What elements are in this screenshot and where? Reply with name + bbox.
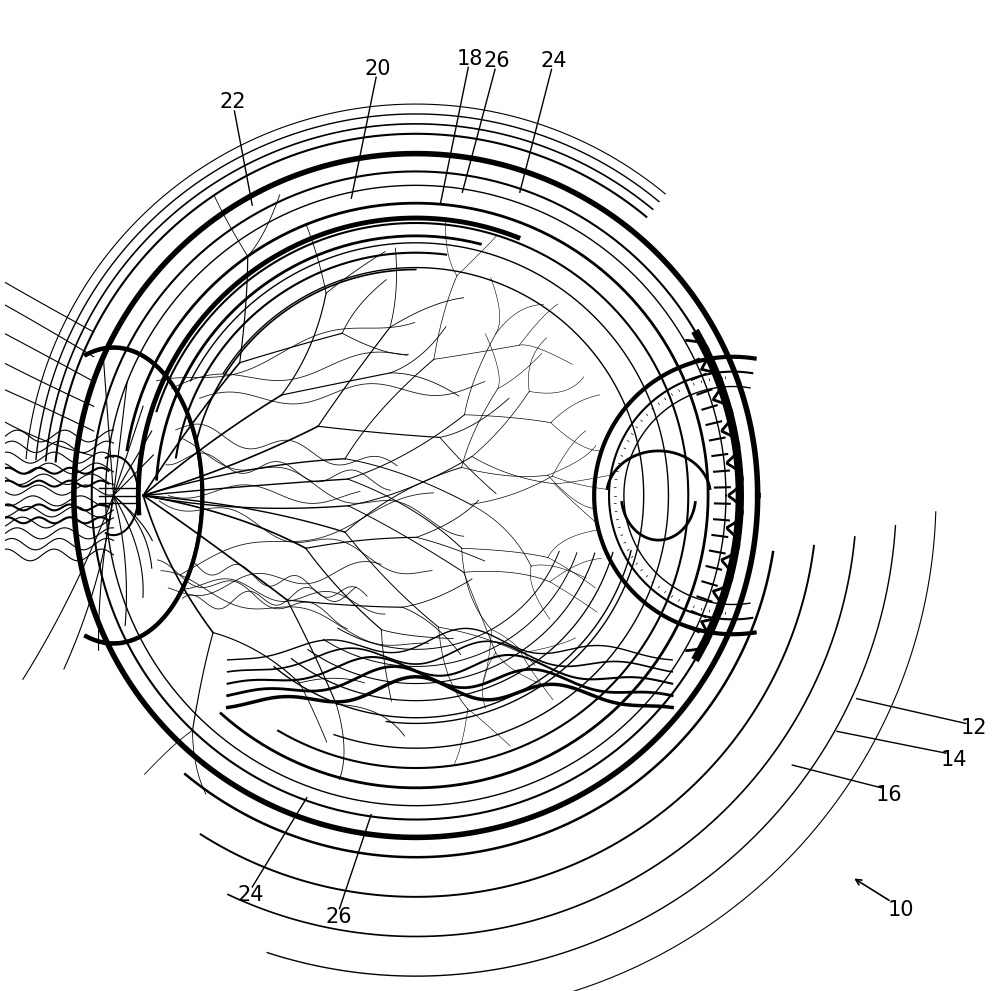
Text: 22: 22 [219, 92, 246, 112]
Text: 26: 26 [484, 52, 510, 71]
Text: 14: 14 [941, 750, 967, 770]
Text: 24: 24 [237, 885, 264, 905]
Text: 18: 18 [457, 50, 483, 69]
Text: 26: 26 [325, 907, 352, 927]
Text: 24: 24 [540, 52, 567, 71]
Text: 16: 16 [876, 785, 903, 805]
Text: 20: 20 [365, 59, 391, 79]
Text: 10: 10 [888, 900, 915, 920]
Text: 12: 12 [960, 718, 987, 738]
